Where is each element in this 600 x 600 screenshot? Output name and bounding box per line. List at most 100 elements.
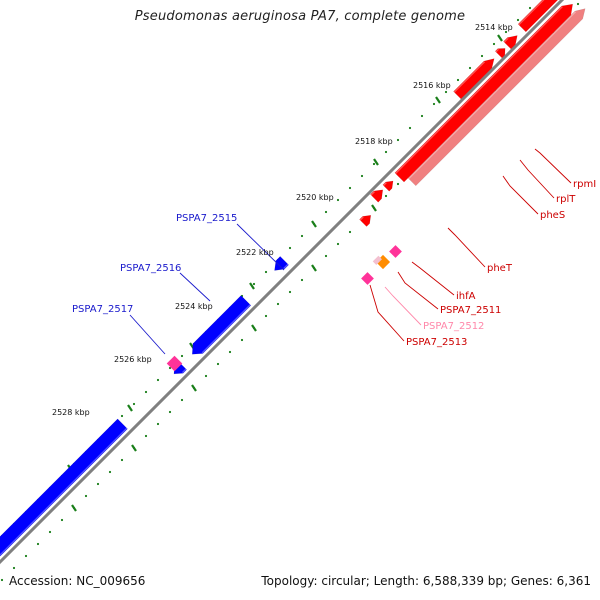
major-tick: [371, 204, 377, 212]
gene-trna-rev: [166, 355, 183, 372]
gene-pheS: [453, 58, 495, 100]
tick-dot: [408, 126, 412, 130]
gene-label: PSPA7_2516: [120, 263, 181, 274]
gene-rplT-shade: [503, 37, 509, 43]
tick-dot: [444, 90, 448, 94]
tick-dot: [384, 150, 388, 154]
tick-dot: [492, 42, 496, 46]
tick-dot: [252, 282, 256, 286]
leader-line: [534, 148, 572, 184]
gene-pheS-shade: [453, 61, 486, 93]
tick-dot: [360, 174, 364, 178]
kbp-label: 2522 kbp: [236, 248, 274, 257]
major-tick: [131, 444, 137, 452]
gene-small-rev-shade: [181, 368, 187, 373]
tick-dot: [84, 494, 88, 498]
tick-dot: [96, 482, 100, 486]
gene-label: ihfA: [456, 291, 476, 302]
genome-backbone: [0, 0, 565, 565]
tick-dot: [12, 566, 16, 570]
tick-dot: [288, 290, 292, 294]
kbp-labels: 2514 kbp 2516 kbp 2518 kbp 2520 kbp 2522 kbp…: [52, 23, 513, 417]
gene-PSPA7_2513: [361, 272, 374, 285]
gene-pheT-shade: [395, 6, 563, 174]
gene-ihfA-shade: [370, 191, 375, 196]
kbp-label: 2526 kbp: [114, 355, 152, 364]
gene-PSPA7_2511: [359, 214, 372, 227]
tick-dot: [168, 366, 172, 370]
tick-dot: [180, 354, 184, 358]
tick-dot: [528, 6, 532, 10]
gene-small-2-shade: [383, 182, 387, 186]
topology-text: Topology: circular; Length: 6,588,339 bp…: [261, 574, 591, 588]
gene-PSPA7_2511-shade: [359, 216, 364, 221]
gene-labels: rpmI rplT pheS pheT ihfA PSPA7_2511 PSPA7_2512…: [72, 179, 596, 348]
tick-dot: [288, 246, 292, 250]
tick-dot: [60, 518, 64, 522]
gene-pheT-shadow-shade: [408, 11, 577, 180]
gene-label: PSPA7_2515: [176, 213, 237, 224]
gene-label: PSPA7_2517: [72, 304, 133, 315]
major-tick: [497, 34, 503, 42]
tick-dot: [204, 374, 208, 378]
kbp-label: 2516 kbp: [413, 81, 451, 90]
gene-ihfA: [370, 189, 384, 203]
major-tick: [311, 264, 317, 272]
tick-dot: [144, 390, 148, 394]
kbp-label: 2520 kbp: [296, 193, 334, 202]
tick-dot: [348, 186, 352, 190]
tick-dot: [180, 398, 184, 402]
major-tick: [249, 282, 255, 290]
tick-dot: [324, 254, 328, 258]
gene-pheT-shadow: [407, 8, 586, 187]
tick-dot: [480, 54, 484, 58]
tick-dot: [36, 542, 40, 546]
tick-dot: [336, 198, 340, 202]
gene-PSPA7_2516-shade: [201, 304, 251, 354]
gene-rplT: [503, 35, 518, 50]
tick-dot: [336, 242, 340, 246]
tick-dot: [396, 138, 400, 142]
tick-dot: [48, 530, 52, 534]
gene-small-1: [494, 48, 506, 59]
tick-dot: [264, 314, 268, 318]
tick-dot: [120, 414, 124, 418]
tick-dot: [132, 402, 136, 406]
kbp-label: 2518 kbp: [355, 137, 393, 146]
leader-line: [179, 272, 211, 302]
gene-PSPA7_2515-shade: [283, 263, 289, 269]
gene-small-1-shade: [495, 48, 499, 53]
tick-dot: [516, 18, 520, 22]
kbp-label: 2528 kbp: [52, 408, 90, 417]
leader-line: [519, 159, 555, 199]
leader-line: [236, 223, 285, 271]
gene-label: rplT: [556, 194, 576, 205]
gene-rpmI: [517, 0, 559, 33]
tick-dot: [504, 30, 508, 34]
tick-dot: [576, 2, 580, 6]
gene-label: pheS: [540, 210, 565, 221]
leader-line: [397, 271, 439, 310]
major-tick: [191, 384, 197, 392]
gene-rpmI-shade: [518, 0, 545, 26]
tick-dot: [372, 162, 376, 166]
gene-PSPA7_2515: [274, 256, 290, 271]
kbp-label: 2524 kbp: [175, 302, 213, 311]
gene-label: pheT: [487, 263, 513, 274]
gene-PSPA7_2516: [191, 295, 252, 355]
leader-line: [369, 284, 405, 342]
gene-pheT: [394, 3, 573, 183]
gene-label: PSPA7_2511: [440, 305, 501, 316]
tick-dot: [300, 278, 304, 282]
tick-dot: [420, 114, 424, 118]
tick-dot: [144, 434, 148, 438]
leader-line: [447, 227, 486, 268]
tick-dot: [216, 362, 220, 366]
genome-title: Pseudomonas aeruginosa PA7, complete gen…: [134, 9, 466, 24]
accession-text: Accession: NC_009656: [9, 574, 146, 588]
gene-PSPA7_2517: [0, 418, 128, 557]
major-tick: [127, 404, 133, 412]
tick-dot: [456, 78, 460, 82]
tick-dot: [432, 102, 436, 106]
